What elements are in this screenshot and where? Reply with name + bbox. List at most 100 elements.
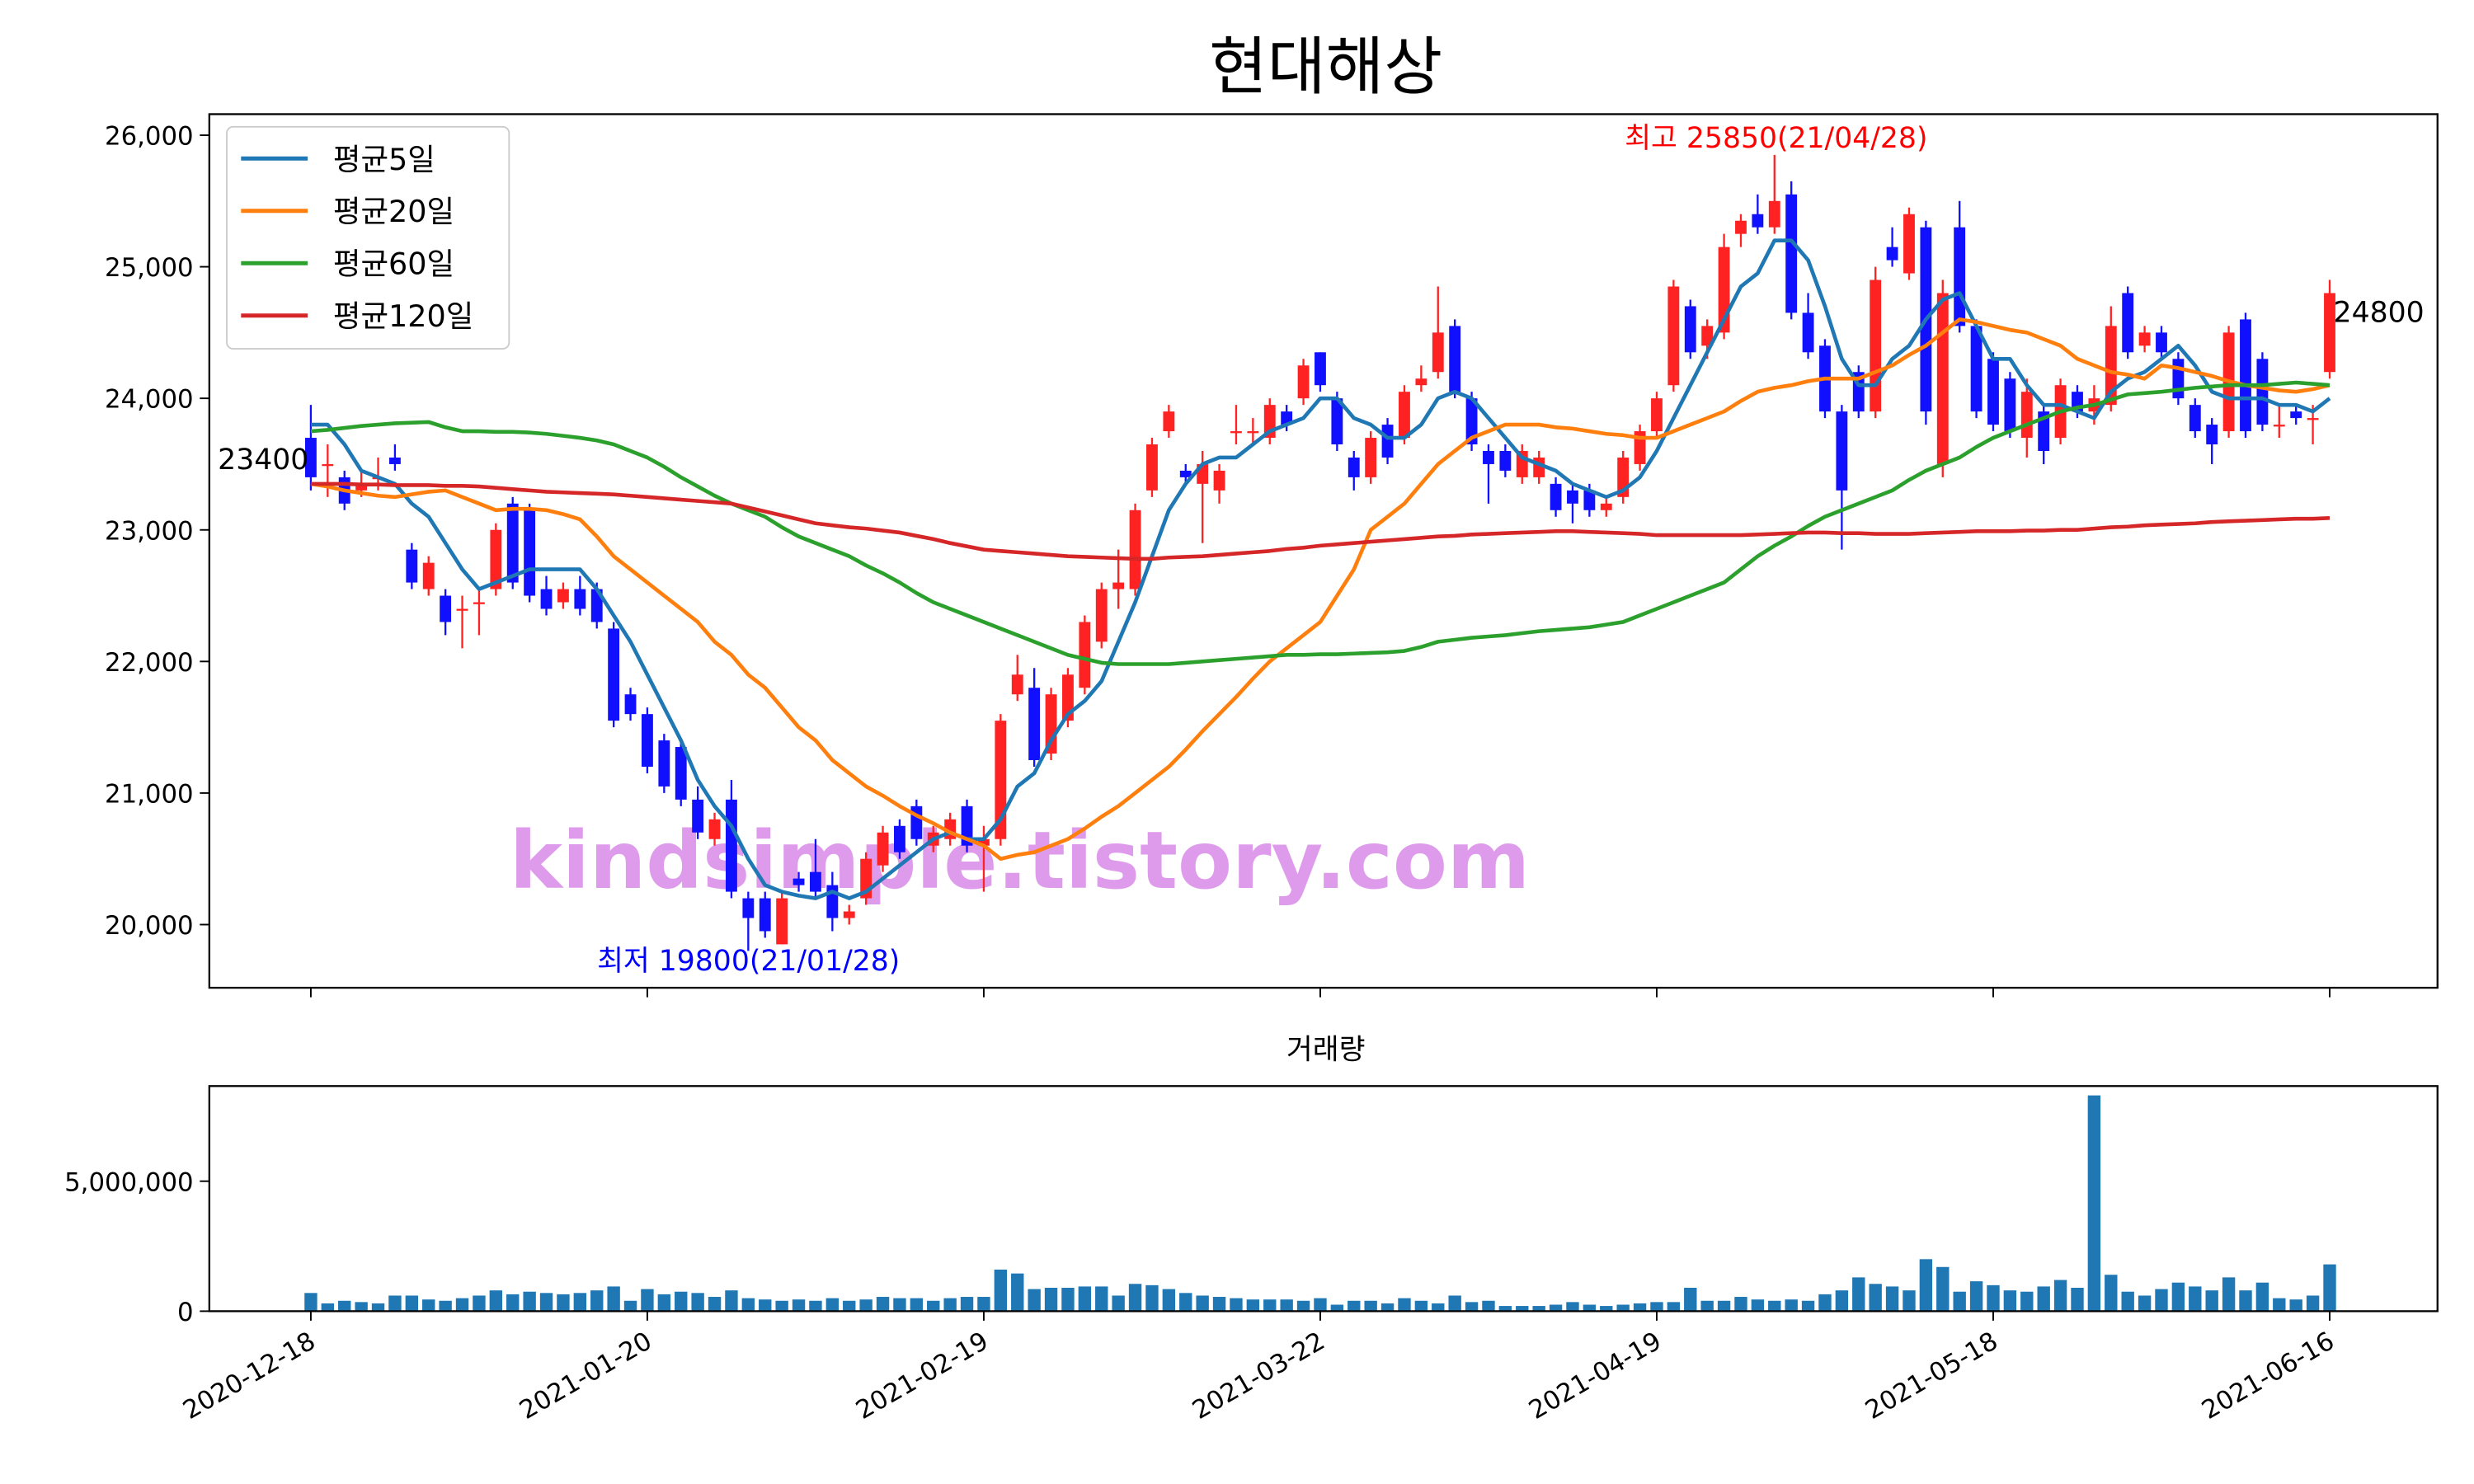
price-panel: 20,000 21,000 22,000 23,000 24,000 25,000 26,0… [105, 113, 2439, 998]
candle-body [2324, 293, 2335, 373]
volume-bar [355, 1302, 368, 1312]
volume-bar [1751, 1299, 1765, 1312]
candle-body [2172, 359, 2185, 399]
volume-bar [2205, 1290, 2218, 1312]
volume-bar [2239, 1290, 2252, 1312]
last-label: 24800 [2334, 296, 2425, 329]
volume-bar [2053, 1280, 2067, 1312]
candle-body [490, 529, 502, 589]
candle-body [1079, 622, 1091, 688]
volume-bar [2222, 1277, 2236, 1312]
candle-body [708, 819, 721, 839]
volume-bar [2289, 1299, 2302, 1312]
volume-bar [2171, 1282, 2185, 1312]
ma-line [310, 481, 2331, 561]
volume-bar [405, 1295, 419, 1312]
volume-bar [2037, 1286, 2050, 1312]
candle-body [2020, 392, 2033, 439]
candle-body [1129, 510, 1141, 589]
volume-bar [2087, 1095, 2101, 1312]
volume-bar [1482, 1300, 1495, 1312]
candle-body [1936, 293, 1949, 464]
legend-label: 평균120일 [333, 298, 473, 334]
volume-bar [1667, 1302, 1681, 1312]
volume-bar [859, 1299, 872, 1312]
candle-body [1870, 279, 1882, 412]
chart-title: 현대해상 [1209, 31, 1442, 105]
volume-bar [741, 1298, 755, 1312]
volume-bar [943, 1298, 957, 1312]
candle-body [506, 503, 519, 583]
volume-bar [2071, 1288, 2084, 1312]
candle-body [1028, 688, 1041, 761]
volume-bar [809, 1300, 822, 1312]
candle-body [2273, 425, 2285, 427]
candle-body [1735, 220, 1747, 234]
candle-body [608, 628, 620, 721]
candle-body [642, 714, 653, 767]
candle-body [1365, 438, 1377, 477]
volume-bar [1364, 1300, 1377, 1312]
candle-body [894, 825, 905, 852]
candle-body [557, 589, 569, 603]
candle-body [776, 898, 788, 945]
volume-bar [1936, 1266, 1950, 1312]
candle-body [2256, 359, 2269, 425]
volume-bar [1717, 1300, 1731, 1312]
candle-body [1768, 200, 1780, 228]
candle-body [456, 608, 468, 611]
candle-body [995, 721, 1007, 839]
volume-bar [1465, 1302, 1479, 1312]
volume-bar [1448, 1295, 1461, 1312]
volume-bar [1885, 1286, 1899, 1312]
volume-bar [2105, 1275, 2118, 1312]
volume-bar [1280, 1299, 1293, 1312]
y-tick-label: 5,000,000 [64, 1167, 194, 1197]
legend-label: 평균20일 [333, 194, 454, 229]
candle-body [473, 602, 485, 604]
volume-bar [1398, 1298, 1411, 1312]
candle-body [2038, 411, 2050, 451]
volume-bar [1263, 1299, 1277, 1312]
candle-body [389, 457, 401, 464]
volume-bar [994, 1269, 1008, 1312]
volume-bar [439, 1300, 452, 1312]
volume-bar [473, 1295, 486, 1312]
volume-bar [1212, 1297, 1226, 1312]
candle-body [2290, 411, 2302, 419]
candle-body [810, 871, 821, 892]
candle-body [1802, 312, 1814, 353]
volume-bar [825, 1298, 840, 1312]
volume-bar [590, 1290, 604, 1312]
volume-bar [792, 1299, 806, 1312]
volume-bar [623, 1300, 637, 1312]
y-tick-label: 26,000 [105, 122, 194, 152]
volume-bar [2255, 1282, 2269, 1312]
volume-bar [371, 1303, 385, 1312]
candle-body [1213, 470, 1225, 491]
volume-bar [1179, 1293, 1192, 1312]
candle-body [1600, 503, 1612, 510]
y-tick-label: 22,000 [105, 648, 194, 678]
candle-body [1381, 425, 1394, 458]
y-tick-label: 25,000 [105, 253, 194, 283]
volume-bar [1700, 1300, 1714, 1312]
candle-body [1415, 378, 1427, 386]
volume-bar [607, 1286, 620, 1312]
first-label: 23400 [218, 444, 308, 477]
candle-body [2138, 332, 2151, 346]
volume-bar [2121, 1291, 2134, 1312]
volume-bar [321, 1303, 335, 1312]
volume-bar [1162, 1289, 1176, 1312]
volume-bar [2273, 1298, 2286, 1312]
volume-bar [1633, 1303, 1647, 1312]
volume-bar [1818, 1294, 1832, 1312]
volume-bar [1414, 1300, 1428, 1312]
volume-bar [1953, 1291, 1966, 1312]
volume-bar [539, 1293, 553, 1312]
candle-body [1651, 398, 1663, 432]
candle-body [742, 898, 755, 918]
volume-bar [641, 1289, 654, 1312]
candle-body [322, 463, 334, 467]
plot-frame [208, 1085, 2439, 1313]
